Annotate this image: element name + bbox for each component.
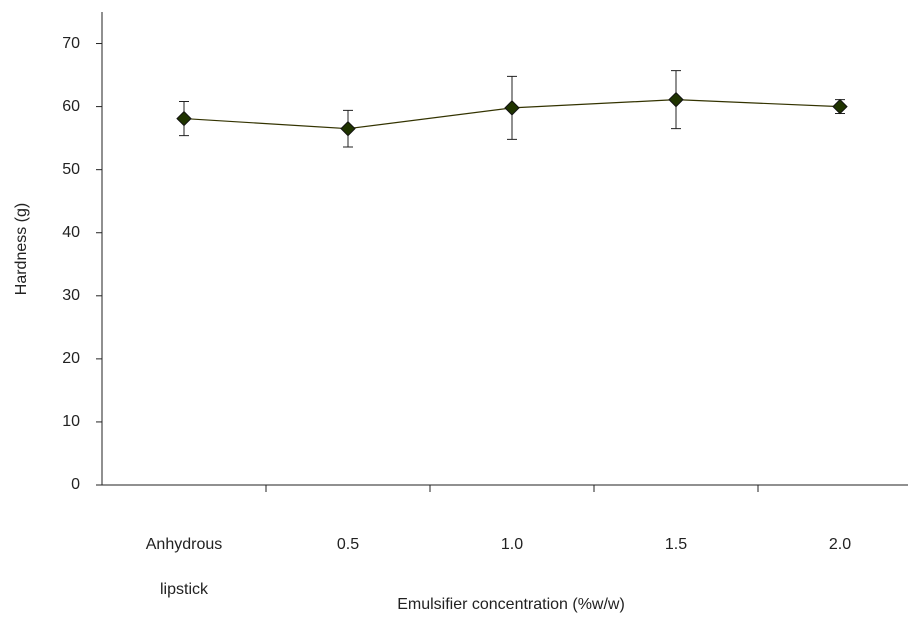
y-tick-label: 40: [62, 224, 80, 241]
x-tick-label: 0.5: [337, 536, 359, 553]
page: {"chart_data": {"type": "line", "x_label…: [0, 0, 909, 617]
marker: [341, 122, 355, 136]
marker: [833, 100, 847, 114]
x-tick-label: 1.5: [665, 536, 687, 553]
y-tick-label: 10: [62, 413, 80, 430]
y-tick-label: 60: [62, 98, 80, 115]
x-tick-label: 1.0: [501, 536, 523, 553]
y-tick-label: 20: [62, 350, 80, 367]
marker: [669, 93, 683, 107]
y-tick-label: 30: [62, 287, 80, 304]
x-axis-title: Emulsifier concentration (%w/w): [397, 596, 625, 613]
y-axis-title: Hardness (g): [13, 203, 30, 295]
marker: [505, 101, 519, 115]
marker: [177, 112, 191, 126]
y-tick-label: 50: [62, 161, 80, 178]
y-tick-label: 0: [71, 476, 80, 493]
chart: Hardness (g) Emulsifier concentration (%…: [0, 0, 909, 617]
x-tick-label: 2.0: [829, 536, 851, 553]
y-tick-label: 70: [62, 35, 80, 52]
